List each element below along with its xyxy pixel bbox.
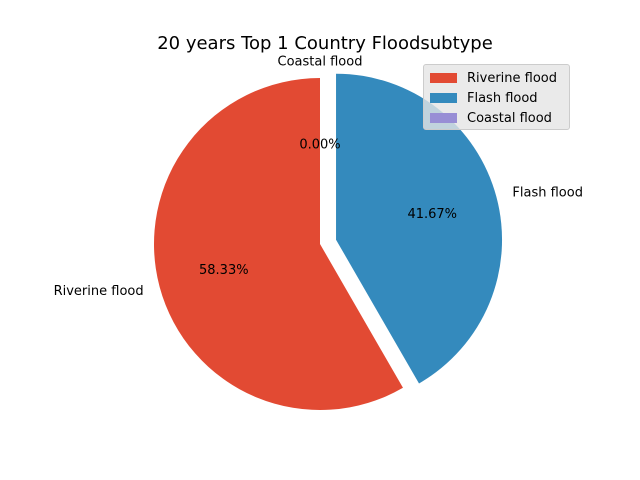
legend-label: Flash flood <box>467 90 538 106</box>
legend-swatch-riverine <box>430 73 457 83</box>
pie-labels: Riverine flood 58.33% Flash flood 41.67% Coa… <box>54 54 583 299</box>
legend-label: Coastal flood <box>467 110 552 126</box>
legend-label: Riverine flood <box>467 70 558 86</box>
pie-slice-riverine-flood <box>153 78 403 410</box>
slice-label-coastal-flood: Coastal flood <box>278 54 363 69</box>
legend-entry-flash: Flash flood <box>430 88 563 108</box>
chart-title: 20 years Top 1 Country Floodsubtype <box>157 33 493 54</box>
pct-label-riverine-flood: 58.33% <box>199 263 249 278</box>
pct-label-coastal-flood: 0.00% <box>299 137 340 152</box>
legend-entry-coastal: Coastal flood <box>430 108 563 128</box>
legend-entry-riverine: Riverine flood <box>430 68 563 88</box>
legend: Riverine flood Flash flood Coastal flood <box>423 64 570 130</box>
pct-label-flash-flood: 41.67% <box>407 207 457 222</box>
legend-swatch-coastal <box>430 113 457 123</box>
slice-label-riverine-flood: Riverine flood <box>54 284 144 299</box>
slice-label-flash-flood: Flash flood <box>512 185 583 200</box>
legend-swatch-flash <box>430 93 457 103</box>
pie-slice-flash-flood <box>336 73 503 384</box>
pie-slices <box>153 73 503 410</box>
